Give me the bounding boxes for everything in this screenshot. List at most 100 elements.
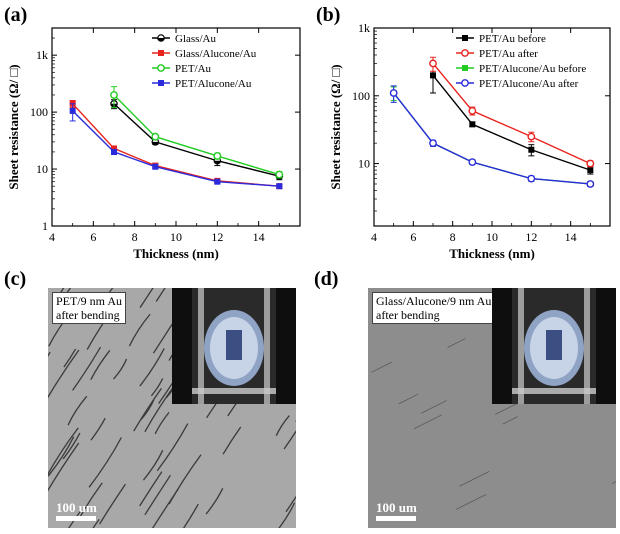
panel-label-b: (b): [316, 4, 341, 26]
data-point-a-2: [110, 91, 118, 99]
crack-line: [62, 432, 81, 460]
series-line-b-1: [432, 62, 591, 165]
sample-photo-d: [492, 288, 616, 404]
legend-label-b-2: PET/Alucone/Au before: [479, 63, 586, 75]
photo-caption-c-line2: after bending: [56, 308, 120, 322]
series-line-b-2: [393, 92, 591, 185]
legend-label-b-1: PET/Au after: [479, 48, 538, 60]
crack-line: [151, 488, 179, 528]
scale-bar-label-c: 100 um: [56, 500, 97, 515]
y-tick-label-b: 1k: [358, 21, 370, 35]
x-tick-label-a: 6: [90, 230, 96, 244]
crack-line: [92, 519, 100, 528]
data-point-b-0: [430, 72, 436, 79]
legend-marker-b-1: [461, 49, 469, 57]
legend-marker-b-2: [462, 65, 468, 71]
crack-line: [48, 349, 80, 399]
legend-label-b-0: PET/Au before: [479, 33, 546, 45]
data-point-b-0: [587, 167, 594, 174]
panel-label-a: (a): [4, 4, 28, 26]
data-point-b-1: [429, 59, 437, 68]
crack-line: [459, 470, 490, 487]
y-tick-label-a: 1k: [36, 48, 48, 62]
crack-line: [205, 488, 224, 515]
crack-line: [456, 493, 487, 510]
scale-bar-d: [376, 516, 416, 521]
data-point-b-3: [586, 180, 595, 188]
crack-line: [48, 427, 79, 476]
data-point-b-3: [468, 158, 477, 167]
series-line-a-0: [113, 103, 280, 177]
crack-line: [283, 430, 296, 450]
photo-caption-d-line2: after bending: [376, 308, 440, 322]
crack-line: [133, 388, 162, 432]
crack-line: [139, 288, 154, 308]
sample-inset-d: [492, 288, 616, 404]
legend-marker-a-1: [158, 50, 164, 56]
data-point-a-0-fill: [152, 141, 159, 146]
legend-label-a-2: PET/Au: [175, 63, 212, 75]
x-axis-label-a: Thickness (nm): [133, 246, 219, 261]
data-point-a-3: [69, 107, 76, 114]
data-point-b-1: [468, 106, 477, 115]
crack-line: [285, 495, 296, 513]
legend-label-a-0: Glass/Au: [175, 33, 216, 45]
crack-line: [413, 414, 443, 430]
crack-line: [99, 483, 126, 525]
crack-line: [420, 400, 447, 414]
legend-marker-a-3: [158, 80, 164, 86]
crack-line: [90, 417, 106, 441]
series-line-a-1: [72, 103, 280, 187]
x-tick-label-a: 10: [170, 230, 182, 244]
legend-marker-a-0-fill: [157, 38, 165, 42]
data-point-b-1: [586, 159, 595, 168]
series-line-b-3: [393, 92, 591, 185]
legend-marker-a-2: [157, 64, 165, 72]
x-tick-label-b: 4: [371, 230, 377, 244]
panel-label-d: (d): [314, 268, 339, 290]
micrograph-d: Glass/Alucone/9 nm Au after bending 100 …: [368, 288, 616, 528]
x-tick-label-b: 6: [410, 230, 416, 244]
data-point-b-0: [469, 121, 476, 128]
crack-line: [371, 361, 392, 373]
data-point-a-2: [151, 132, 160, 141]
crack-line: [156, 423, 189, 472]
x-tick-label-a: 8: [132, 230, 138, 244]
crack-line: [68, 509, 82, 528]
y-tick-label-a: 1: [42, 219, 48, 233]
crack-line: [447, 338, 466, 348]
data-point-a-3: [276, 183, 283, 190]
micrograph-c: PET/9 nm Au after bending 100 um: [48, 288, 296, 528]
crack-line: [222, 426, 242, 455]
data-point-a-2: [213, 152, 222, 160]
photo-caption-d-line1: Glass/Alucone/9 nm Au: [376, 294, 492, 308]
crack-line: [150, 378, 164, 397]
crack-line: [154, 411, 170, 435]
y-axis-label-a: Sheet resistance (Ω/ □): [6, 64, 21, 189]
data-point-b-3: [527, 174, 536, 183]
legend-label-a-1: Glass/Alucone/Au: [175, 48, 257, 60]
crack-line: [398, 393, 419, 405]
data-point-b-0: [528, 146, 535, 153]
data-point-a-3: [152, 163, 159, 170]
scale-bar-c: [56, 516, 96, 521]
legend-label-a-3: PET/Alucone/Au: [175, 78, 252, 90]
sample-photo-c: [172, 288, 296, 404]
chart-b: 4 6 8 10 12 14 10 100 1k Thickness (nm) Sheet resi…: [328, 21, 611, 261]
crack-line: [67, 395, 88, 426]
data-point-a-3: [214, 178, 221, 185]
crack-line: [79, 482, 103, 519]
chart-a: 4 6 8 10 12 14 1 10 100 1k Thickness (nm) Sheet res…: [6, 27, 301, 261]
crack-line: [128, 313, 151, 347]
x-tick-label-b: 12: [525, 230, 537, 244]
y-axis-label-b: Sheet resistance (Ω/ □): [328, 64, 343, 189]
x-tick-label-b: 8: [450, 230, 456, 244]
x-tick-label-a: 4: [49, 230, 55, 244]
y-tick-label-b: 10: [358, 157, 370, 171]
x-tick-label-a: 12: [211, 230, 223, 244]
crack-line: [88, 437, 122, 488]
crack-line: [48, 442, 80, 492]
series-line-b-0: [432, 74, 591, 171]
x-tick-label-b: 14: [565, 230, 577, 244]
